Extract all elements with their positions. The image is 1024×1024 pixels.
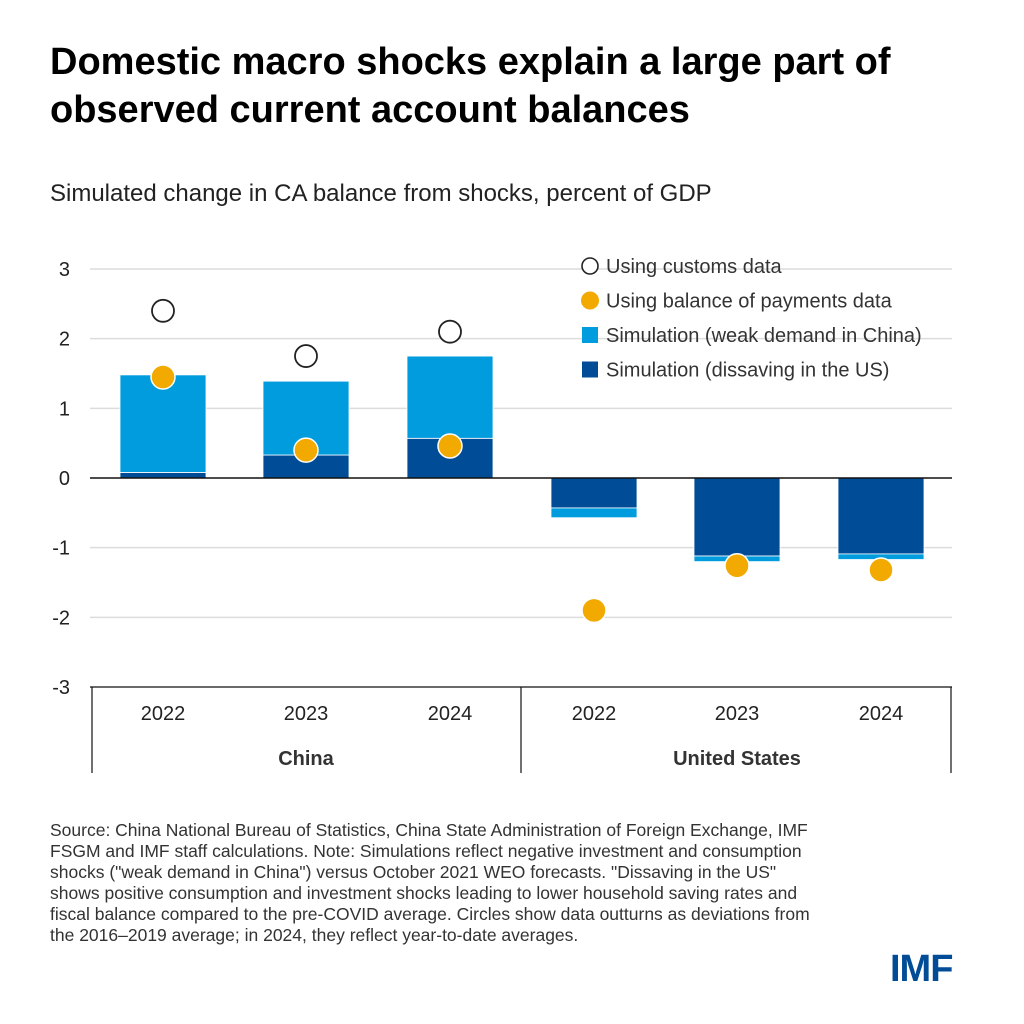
x-tick-label: 2024 [859, 703, 904, 725]
y-tick-label: -1 [52, 538, 70, 560]
x-tick-label: 2023 [715, 703, 760, 725]
point-customs [294, 344, 318, 368]
legend-bar-icon [582, 327, 598, 343]
point-bop [150, 364, 176, 390]
point-bop [581, 597, 607, 624]
point-bop [868, 557, 894, 583]
y-tick-label: 1 [59, 398, 70, 420]
legend-label: Simulation (dissaving in the US) [606, 360, 889, 382]
point-bop [293, 437, 319, 463]
x-tick-label: 2023 [284, 703, 329, 725]
bar-weak-demand [550, 507, 638, 519]
point-bop [437, 433, 463, 459]
y-tick-label: 2 [59, 329, 70, 351]
x-tick-label: 2022 [141, 703, 186, 725]
group-label: China [278, 748, 334, 770]
legend-bar-icon [582, 361, 598, 378]
imf-logo: IMF [890, 948, 953, 990]
y-tick-label: 3 [59, 259, 70, 281]
bar-dissaving [550, 477, 638, 509]
bar-weak-demand [406, 355, 494, 439]
y-tick-label: 0 [59, 468, 70, 490]
legend-label: Simulation (weak demand in China) [606, 325, 922, 347]
x-tick-label: 2022 [572, 703, 617, 725]
x-tick-label: 2024 [428, 703, 473, 725]
bar-dissaving [693, 477, 781, 557]
point-customs [438, 319, 462, 344]
y-tick-label: -2 [52, 607, 70, 629]
bar-weak-demand [119, 374, 207, 473]
chart: 3 2 1 0 -1 -2 -3 2022 2023 2024 China 2022 2023 2024 U… [52, 256, 952, 773]
legend-customs-icon [581, 257, 599, 275]
point-customs [151, 298, 175, 323]
y-tick-label: -3 [52, 677, 70, 699]
legend-label: Using customs data [606, 256, 783, 278]
bar-dissaving [119, 472, 207, 479]
legend-label: Using balance of payments data [606, 291, 893, 313]
chart-subtitle: Simulated change in CA balance from shoc… [50, 180, 712, 207]
point-bop [724, 553, 750, 579]
legend-bop-icon [581, 291, 599, 310]
chart-title: Domestic macro shocks explain a large pa… [50, 41, 891, 131]
bar-dissaving [837, 477, 925, 555]
group-label: United States [673, 748, 801, 770]
source-note: Source: China National Bureau of Statist… [50, 820, 810, 945]
